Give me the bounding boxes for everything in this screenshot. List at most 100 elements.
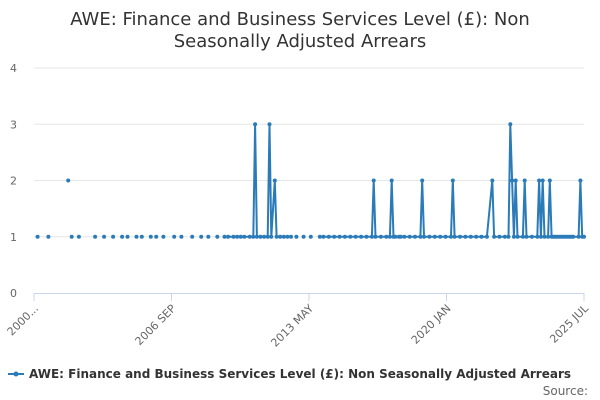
data-point: [364, 234, 369, 239]
y-tick-labels: 0 1 2 3 4: [10, 62, 17, 300]
data-point: [418, 234, 423, 239]
data-point: [420, 178, 425, 183]
data-point: [308, 234, 313, 239]
data-point: [387, 234, 392, 239]
data-point: [502, 234, 507, 239]
x-tick-label: 2006 SEP: [133, 302, 179, 348]
data-point: [398, 234, 403, 239]
data-point: [492, 234, 497, 239]
chart-title-line-2: Seasonally Adjusted Arrears: [174, 31, 427, 52]
data-point: [93, 234, 98, 239]
data-point: [190, 234, 195, 239]
data-point: [66, 178, 71, 183]
data-point: [490, 178, 495, 183]
data-point: [458, 234, 462, 239]
data-point: [262, 234, 267, 239]
grid-lines: [34, 67, 584, 238]
data-point: [413, 234, 417, 239]
data-point: [520, 234, 525, 239]
data-point: [46, 234, 51, 239]
data-point: [111, 234, 116, 239]
data-point: [407, 234, 412, 239]
data-point: [510, 178, 515, 183]
y-tick-label: 3: [10, 118, 17, 131]
data-point: [139, 234, 144, 239]
data-point: [450, 178, 455, 183]
data-point: [172, 234, 177, 239]
data-point: [76, 234, 81, 239]
data-point: [353, 234, 358, 239]
legend-swatch-marker: [13, 371, 19, 377]
data-point: [342, 234, 347, 239]
data-point: [226, 234, 231, 239]
data-point: [513, 178, 518, 183]
data-point: [337, 234, 342, 239]
data-point: [564, 234, 568, 239]
data-point: [359, 234, 364, 239]
series-plot: [35, 122, 586, 239]
data-point: [578, 178, 583, 183]
data-point: [569, 234, 574, 239]
data-point: [535, 234, 540, 239]
data-point: [529, 234, 534, 239]
x-tick-label: 2000...: [5, 302, 41, 338]
data-point: [206, 234, 211, 239]
y-tick-label: 2: [10, 175, 17, 188]
legend-series-label: AWE: Finance and Business Services Level…: [29, 367, 571, 381]
data-point: [285, 234, 290, 239]
y-tick-label: 4: [10, 62, 17, 75]
data-point: [242, 234, 247, 239]
data-point: [321, 234, 326, 239]
data-point: [272, 178, 277, 183]
data-point: [511, 234, 516, 239]
data-point: [267, 122, 272, 127]
data-point: [371, 178, 376, 183]
data-point: [254, 234, 259, 239]
data-point: [547, 178, 552, 183]
data-point: [558, 234, 563, 239]
data-point: [222, 234, 227, 239]
data-point: [154, 234, 159, 239]
data-point: [238, 234, 243, 239]
data-point: [161, 234, 166, 239]
data-point: [148, 234, 153, 239]
data-point: [253, 122, 258, 127]
data-point: [373, 234, 378, 239]
data-point: [179, 234, 184, 239]
data-point: [506, 234, 511, 239]
data-point: [69, 234, 74, 239]
data-point: [378, 234, 383, 239]
data-point: [281, 234, 286, 239]
data-point: [576, 234, 581, 239]
data-point: [540, 178, 545, 183]
data-point: [35, 234, 40, 239]
data-point: [247, 234, 252, 239]
data-point: [265, 234, 270, 239]
data-point: [389, 178, 394, 183]
legend[interactable]: AWE: Finance and Business Services Level…: [8, 367, 571, 381]
x-tick-label: 2013 MAY: [268, 302, 316, 350]
data-point: [438, 234, 443, 239]
data-point: [553, 234, 558, 239]
data-point: [384, 234, 389, 239]
data-point: [522, 178, 527, 183]
data-point: [463, 234, 468, 239]
data-point: [278, 234, 283, 239]
data-point: [537, 178, 542, 183]
data-point: [402, 234, 407, 239]
data-point: [369, 234, 374, 239]
data-point: [443, 234, 448, 239]
data-point: [102, 234, 107, 239]
data-point: [422, 234, 426, 239]
data-point: [120, 234, 125, 239]
y-tick-label: 1: [10, 231, 17, 244]
data-point: [542, 234, 547, 239]
data-point: [515, 234, 520, 239]
axes: [33, 293, 585, 301]
data-point: [215, 234, 220, 239]
data-point: [301, 234, 306, 239]
data-point: [235, 234, 240, 239]
x-tick-label: 2020 JAN: [409, 302, 454, 347]
data-point: [484, 234, 489, 239]
